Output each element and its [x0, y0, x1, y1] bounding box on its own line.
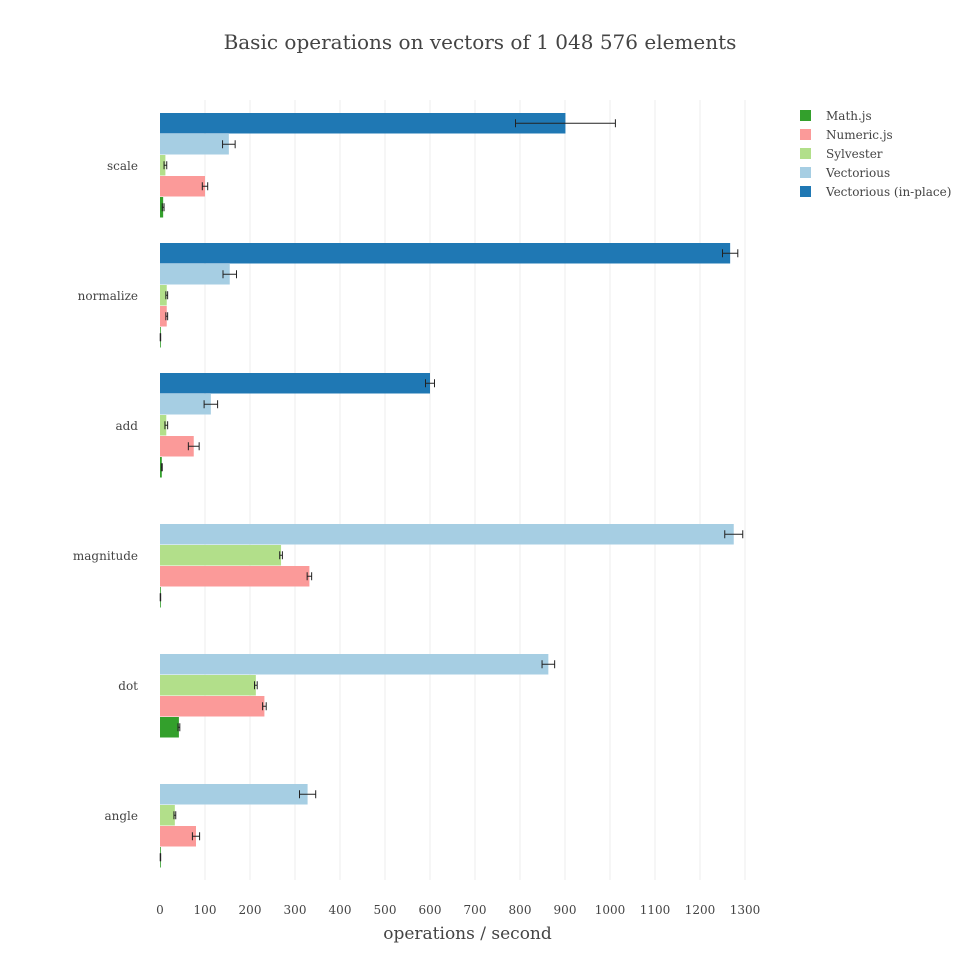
bar [160, 524, 734, 545]
bar [160, 243, 731, 264]
chart-title: Basic operations on vectors of 1 048 576… [223, 30, 737, 54]
x-tick-label: 100 [194, 903, 217, 917]
legend-item[interactable]: Vectorious [800, 163, 951, 182]
x-tick-label: 600 [419, 903, 442, 917]
bar [160, 654, 549, 675]
x-tick-label: 1300 [730, 903, 761, 917]
x-tick-label: 1000 [595, 903, 626, 917]
x-tick-label: 200 [239, 903, 262, 917]
legend-item[interactable]: Sylvester [800, 144, 951, 163]
y-tick-label: normalize [78, 289, 138, 303]
bar [160, 197, 164, 218]
legend-label: Math.js [826, 108, 872, 123]
x-tick-label: 300 [284, 903, 307, 917]
bar [160, 155, 166, 176]
bar [160, 373, 430, 394]
bar [160, 415, 167, 436]
legend-label: Sylvester [826, 146, 883, 161]
bar [160, 176, 205, 197]
legend-label: Vectorious (in-place) [826, 184, 952, 199]
y-tick-label: scale [107, 159, 138, 173]
x-tick-label: 800 [509, 903, 532, 917]
bar [160, 285, 167, 306]
y-tick-label: add [115, 419, 138, 433]
legend: Math.js Numeric.js Sylvester Vectorious Vect… [800, 106, 951, 201]
bar [160, 784, 308, 805]
x-tick-label: 900 [554, 903, 577, 917]
bar [160, 134, 229, 155]
bar [160, 545, 282, 566]
legend-item[interactable]: Vectorious (in-place) [800, 182, 951, 201]
bar [160, 696, 265, 717]
bar [160, 566, 310, 587]
y-tick-label: magnitude [73, 549, 138, 563]
legend-item[interactable]: Math.js [800, 106, 951, 125]
bar [160, 717, 179, 738]
bar [160, 675, 256, 696]
bar [160, 306, 167, 327]
legend-swatch [800, 148, 811, 159]
legend-label: Vectorious [826, 165, 891, 180]
y-tick-labels: scale normalize add magnitude dot angle [73, 159, 138, 823]
legend-swatch [800, 129, 811, 140]
bars [160, 113, 734, 868]
x-tick-label: 700 [464, 903, 487, 917]
legend-swatch [800, 186, 811, 197]
legend-swatch [800, 110, 811, 121]
x-tick-label: 1100 [640, 903, 671, 917]
x-tick-label: 500 [374, 903, 397, 917]
x-tick-label: 400 [329, 903, 352, 917]
legend-label: Numeric.js [826, 127, 893, 142]
bar [160, 805, 175, 826]
bar [160, 113, 566, 134]
bar [160, 264, 230, 285]
bar [160, 826, 196, 847]
x-axis-label: operations / second [383, 924, 552, 944]
bar [160, 394, 211, 415]
y-tick-label: dot [118, 679, 138, 693]
legend-swatch [800, 167, 811, 178]
bar [160, 436, 194, 457]
x-tick-label: 0 [156, 903, 164, 917]
legend-item[interactable]: Numeric.js [800, 125, 951, 144]
y-tick-label: angle [104, 809, 138, 823]
error-bars [159, 119, 744, 862]
grid-lines [204, 100, 746, 880]
x-tick-label: 1200 [685, 903, 716, 917]
x-tick-labels: 0 100 200 300 400 500 600 700 800 900 1000 1100 1200… [156, 903, 760, 917]
